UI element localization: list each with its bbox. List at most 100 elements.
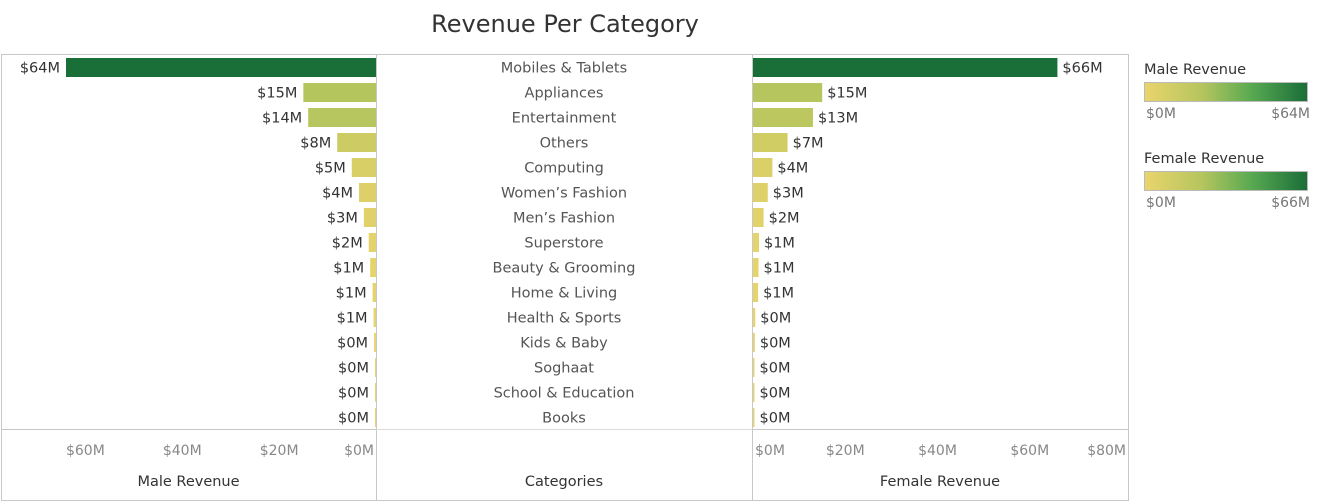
male-revenue-bars: $64M $15M $14M $8M $5M $4M $3M $2M $1M $1M $1M $0M $… — [20, 58, 376, 427]
category-label: Appliances — [525, 86, 604, 102]
male-value-label: $15M — [257, 86, 297, 102]
female-axis-tick: $60M — [1010, 443, 1049, 459]
category-label: Health & Sports — [507, 311, 622, 327]
female-value-label: $0M — [760, 386, 791, 402]
female-bar — [753, 83, 823, 102]
male-value-label: $64M — [20, 61, 60, 77]
category-label: Home & Living — [511, 286, 617, 302]
male-value-label: $1M — [333, 261, 364, 277]
male-axis-tick: $60M — [66, 443, 105, 459]
male-value-label: $3M — [327, 211, 358, 227]
legend-female-min: $0M — [1146, 195, 1176, 211]
female-axis-tick: $20M — [826, 443, 865, 459]
female-value-label: $0M — [760, 336, 791, 352]
female-bar — [753, 383, 755, 402]
female-bar — [753, 158, 773, 177]
female-value-label: $2M — [769, 211, 800, 227]
female-bar — [753, 208, 764, 227]
female-value-label: $66M — [1062, 61, 1102, 77]
female-bar — [753, 358, 755, 377]
male-value-label: $0M — [337, 336, 368, 352]
female-bar — [753, 183, 768, 202]
category-label: Soghaat — [534, 361, 594, 377]
category-label: Beauty & Grooming — [493, 261, 636, 277]
male-value-label: $0M — [338, 386, 369, 402]
male-value-label: $14M — [262, 111, 302, 127]
female-value-label: $1M — [764, 261, 795, 277]
category-label: Men’s Fashion — [513, 211, 615, 227]
male-value-label: $0M — [338, 361, 369, 377]
male-bar — [359, 183, 376, 202]
category-label: Women’s Fashion — [501, 186, 627, 202]
male-value-label: $0M — [338, 411, 369, 427]
male-bar — [375, 383, 376, 402]
male-axis-tick: $0M — [344, 443, 374, 459]
male-bar — [368, 233, 376, 252]
female-bar — [753, 58, 1058, 77]
male-bar — [374, 333, 376, 352]
male-value-label: $1M — [337, 311, 368, 327]
male-axis-tick: $40M — [163, 443, 202, 459]
legend-female-gradient — [1144, 171, 1308, 191]
male-bar — [308, 108, 376, 127]
female-revenue-bars: $66M $15M $13M $7M $4M $3M $2M $1M $1M $1M $0M $0M $… — [753, 58, 1103, 427]
category-label: Computing — [524, 161, 604, 177]
male-bar — [351, 158, 376, 177]
male-value-label: $5M — [315, 161, 346, 177]
legend-male-gradient — [1144, 82, 1308, 102]
legend-male-max: $64M — [1271, 106, 1310, 122]
axes: $60M $40M $20M $0M $0M $20M $40M $60M $80M Male R… — [66, 443, 1126, 490]
female-bar — [753, 133, 788, 152]
male-bar — [375, 408, 376, 427]
female-value-label: $4M — [777, 161, 808, 177]
female-value-label: $15M — [827, 86, 867, 102]
female-bar — [753, 108, 813, 127]
male-bar — [375, 358, 376, 377]
male-axis-title: Male Revenue — [137, 474, 239, 490]
female-value-label: $0M — [760, 361, 791, 377]
category-label: Others — [540, 136, 589, 152]
female-axis-tick: $80M — [1087, 443, 1126, 459]
male-bar — [372, 283, 376, 302]
male-bar — [363, 208, 376, 227]
legend-female-max: $66M — [1271, 195, 1310, 211]
female-value-label: $3M — [773, 186, 804, 202]
category-label: Mobiles & Tablets — [501, 61, 627, 77]
female-bar — [753, 333, 755, 352]
female-bar — [753, 308, 756, 327]
male-value-label: $2M — [332, 236, 363, 252]
male-value-label: $8M — [300, 136, 331, 152]
legend-female: Female Revenue $0M $66M — [1144, 151, 1314, 215]
female-axis-title: Female Revenue — [880, 474, 1000, 490]
category-label: Kids & Baby — [520, 336, 608, 352]
male-bar — [373, 308, 376, 327]
legend-male-min: $0M — [1146, 106, 1176, 122]
female-bar — [753, 258, 759, 277]
category-label: School & Education — [494, 386, 635, 402]
category-labels: Mobiles & Tablets Appliances Entertainment… — [493, 61, 636, 427]
male-bar — [337, 133, 376, 152]
legend-female-title: Female Revenue — [1144, 151, 1265, 167]
male-value-label: $1M — [336, 286, 367, 302]
category-label: Superstore — [524, 236, 603, 252]
female-bar — [753, 408, 755, 427]
female-value-label: $0M — [760, 311, 791, 327]
male-bar — [370, 258, 376, 277]
male-value-label: $4M — [322, 186, 353, 202]
female-value-label: $1M — [764, 236, 795, 252]
female-value-label: $1M — [763, 286, 794, 302]
legend-male: Male Revenue $0M $64M — [1144, 62, 1314, 126]
male-axis-tick: $20M — [260, 443, 299, 459]
male-bar — [303, 83, 376, 102]
female-axis-tick: $40M — [918, 443, 957, 459]
chart-title: Revenue Per Category — [431, 10, 699, 38]
female-value-label: $0M — [760, 411, 791, 427]
category-label: Books — [542, 411, 586, 427]
female-bar — [753, 283, 759, 302]
female-axis-tick: $0M — [755, 443, 785, 459]
male-bar — [66, 58, 376, 77]
category-label: Entertainment — [512, 111, 617, 127]
female-value-label: $13M — [818, 111, 858, 127]
legend-male-title: Male Revenue — [1144, 62, 1247, 78]
